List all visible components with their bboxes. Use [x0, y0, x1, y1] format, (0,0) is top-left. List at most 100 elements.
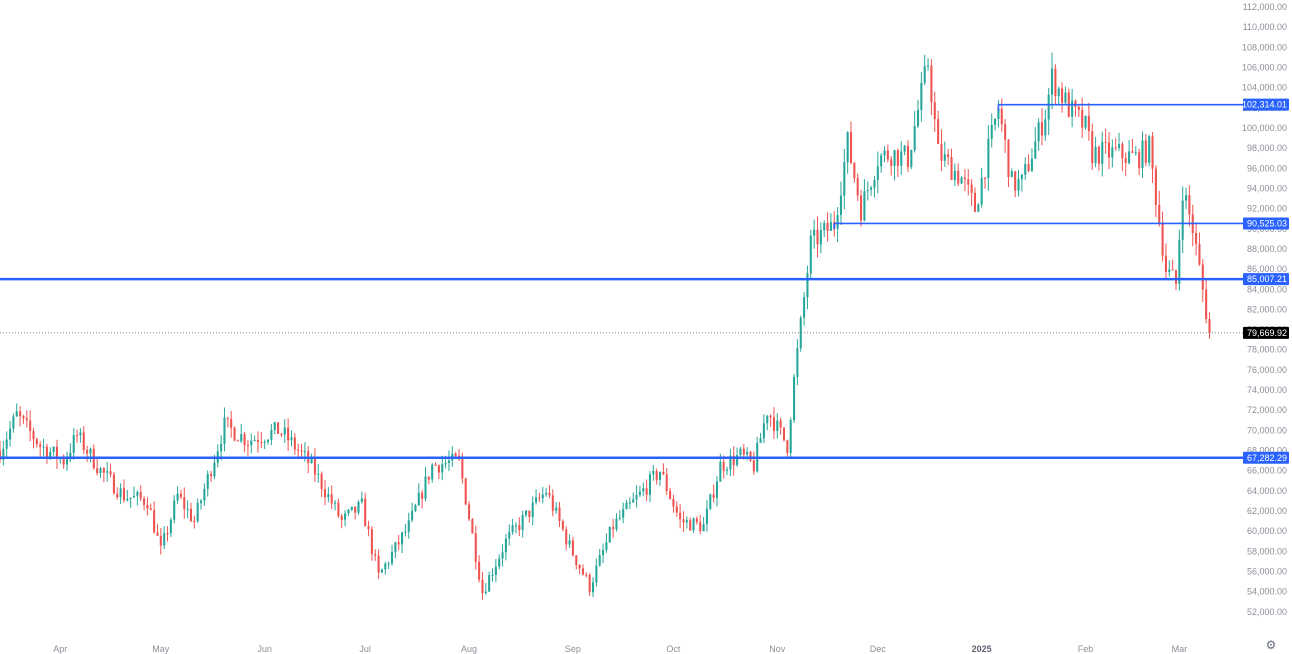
candle-body	[401, 532, 404, 545]
candle-body	[1030, 158, 1033, 171]
candle-body	[72, 435, 75, 453]
candle-body	[65, 457, 69, 465]
candle-body	[447, 460, 450, 463]
candle-body	[471, 519, 474, 534]
candle-body	[76, 435, 79, 437]
candle-body	[1131, 151, 1134, 153]
candle-body	[940, 144, 943, 161]
candle-body	[1057, 88, 1060, 97]
y-tick-label: 108,000.00	[1242, 42, 1287, 52]
x-tick-label: Oct	[666, 644, 681, 654]
candle-body	[910, 150, 913, 167]
candle-body	[1040, 122, 1044, 136]
candle-body	[414, 505, 417, 511]
candle-body	[722, 461, 725, 471]
candle-body	[330, 494, 333, 504]
candle-body	[163, 533, 166, 546]
candle-body	[1064, 92, 1067, 103]
candle-body	[122, 488, 126, 501]
candle-body	[642, 488, 645, 492]
candle-body	[297, 449, 300, 451]
candle-body	[548, 492, 551, 496]
candle-body	[920, 82, 923, 110]
candle-body	[987, 138, 990, 179]
candle-body	[665, 474, 668, 491]
candle-body	[558, 507, 561, 521]
candle-body	[380, 569, 383, 573]
candle-body	[498, 558, 501, 567]
x-tick-label: Jul	[359, 644, 371, 654]
candle-body	[893, 150, 896, 166]
candle-body	[973, 192, 977, 212]
candle-body	[860, 195, 863, 221]
candle-body	[1010, 171, 1013, 177]
candle-body	[444, 462, 447, 465]
candle-body	[762, 423, 765, 439]
candle-body	[270, 429, 273, 440]
y-tick-label: 106,000.00	[1242, 62, 1287, 72]
candle-body	[715, 481, 719, 498]
x-tick-label: Apr	[53, 644, 67, 654]
level-price-label: 102,314.01	[1242, 100, 1287, 110]
x-tick-label: 2025	[972, 644, 992, 654]
candle-body	[789, 420, 792, 453]
y-tick-label: 64,000.00	[1247, 486, 1287, 496]
candle-body	[1188, 195, 1191, 215]
candle-body	[421, 492, 424, 499]
candle-body	[947, 154, 950, 158]
candle-body	[531, 502, 534, 517]
candle-body	[819, 230, 822, 245]
y-tick-label: 76,000.00	[1247, 365, 1287, 375]
candle-body	[669, 490, 672, 499]
candle-body	[729, 455, 732, 470]
candle-body	[5, 439, 8, 449]
candle-body	[344, 513, 347, 520]
candle-body	[638, 491, 641, 495]
y-tick-label: 62,000.00	[1247, 506, 1287, 516]
candle-body	[79, 432, 82, 436]
candle-body	[635, 494, 638, 500]
candle-body	[0, 450, 2, 460]
candle-body	[116, 493, 119, 498]
candle-body	[12, 416, 15, 429]
y-tick-label: 82,000.00	[1247, 304, 1287, 314]
y-tick-label: 58,000.00	[1247, 546, 1287, 556]
candle-body	[518, 525, 521, 530]
level-price-tag	[1243, 98, 1289, 111]
candle-body	[1050, 68, 1054, 95]
candle-body	[230, 418, 233, 428]
candle-body	[535, 497, 538, 503]
candle-body	[143, 498, 146, 505]
y-tick-label: 74,000.00	[1247, 385, 1287, 395]
candle-body	[431, 464, 434, 480]
candle-body	[370, 529, 373, 555]
candle-body	[226, 417, 229, 419]
candle-body	[206, 474, 209, 489]
horizontal-levels[interactable]: 102,314.01 90,525.03 85,007.21 67,282.29	[0, 98, 1289, 464]
candle-body	[441, 464, 444, 473]
candle-body	[273, 422, 276, 430]
candle-body	[397, 542, 400, 545]
candle-body	[702, 524, 705, 532]
x-tick-label: Mar	[1172, 644, 1188, 654]
candle-body	[927, 65, 930, 67]
candle-body	[364, 498, 367, 527]
x-tick-label: Jun	[257, 644, 272, 654]
candle-body	[323, 489, 327, 498]
candle-body	[699, 522, 702, 532]
y-tick-label: 60,000.00	[1247, 526, 1287, 536]
candle-body	[538, 497, 541, 499]
candle-body	[695, 518, 698, 523]
candle-body	[689, 520, 692, 531]
candle-body	[816, 229, 819, 245]
candle-body	[551, 495, 554, 511]
settings-gear-icon[interactable]: ⚙	[1265, 638, 1277, 652]
candle-body	[967, 179, 970, 185]
candle-body	[870, 187, 873, 190]
candle-body	[1044, 119, 1047, 136]
candle-body	[595, 565, 598, 583]
candle-body	[1134, 152, 1137, 154]
candle-body	[199, 500, 203, 504]
candle-body	[514, 525, 518, 527]
